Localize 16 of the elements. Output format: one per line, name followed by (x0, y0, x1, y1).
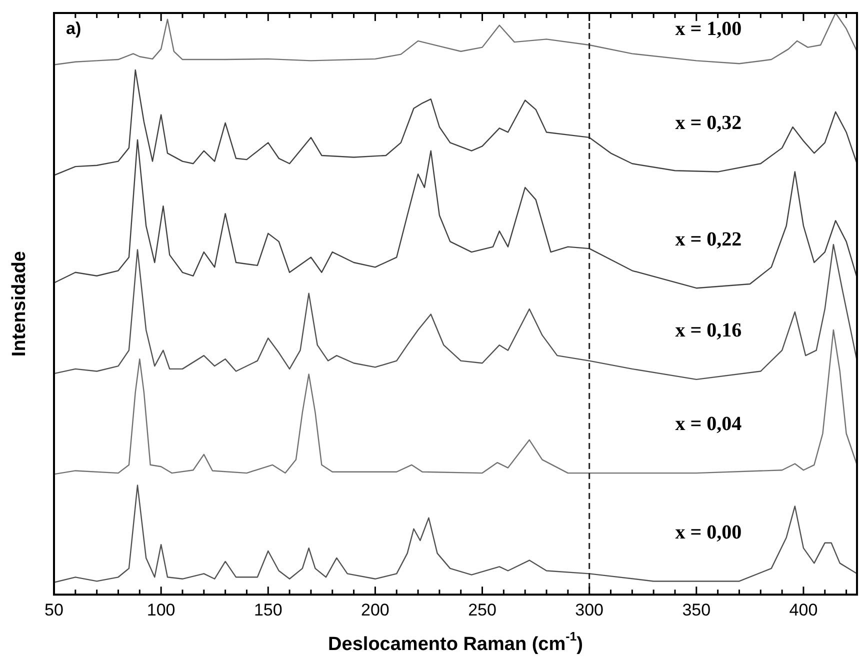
x-tick-label: 250 (468, 600, 496, 620)
series-label: x = 0,04 (675, 413, 742, 436)
series-label: x = 1,00 (675, 18, 742, 40)
x-tick-label: 400 (789, 600, 818, 620)
x-tick-label: 100 (146, 600, 176, 620)
series-label: x = 0,16 (675, 320, 742, 342)
y-axis-title: Intensidade (9, 251, 30, 357)
series-label: x = 0,00 (675, 521, 742, 544)
x-tick-label: 150 (254, 600, 282, 620)
annotation: a) (66, 19, 82, 38)
x-tick-label: 300 (575, 600, 604, 620)
x-tick-label: 50 (44, 600, 64, 620)
x-tick-label: 350 (682, 600, 711, 620)
series-label: x = 0,22 (675, 228, 742, 250)
x-tick-label: 200 (361, 600, 390, 620)
series-label: x = 0,32 (675, 112, 742, 134)
